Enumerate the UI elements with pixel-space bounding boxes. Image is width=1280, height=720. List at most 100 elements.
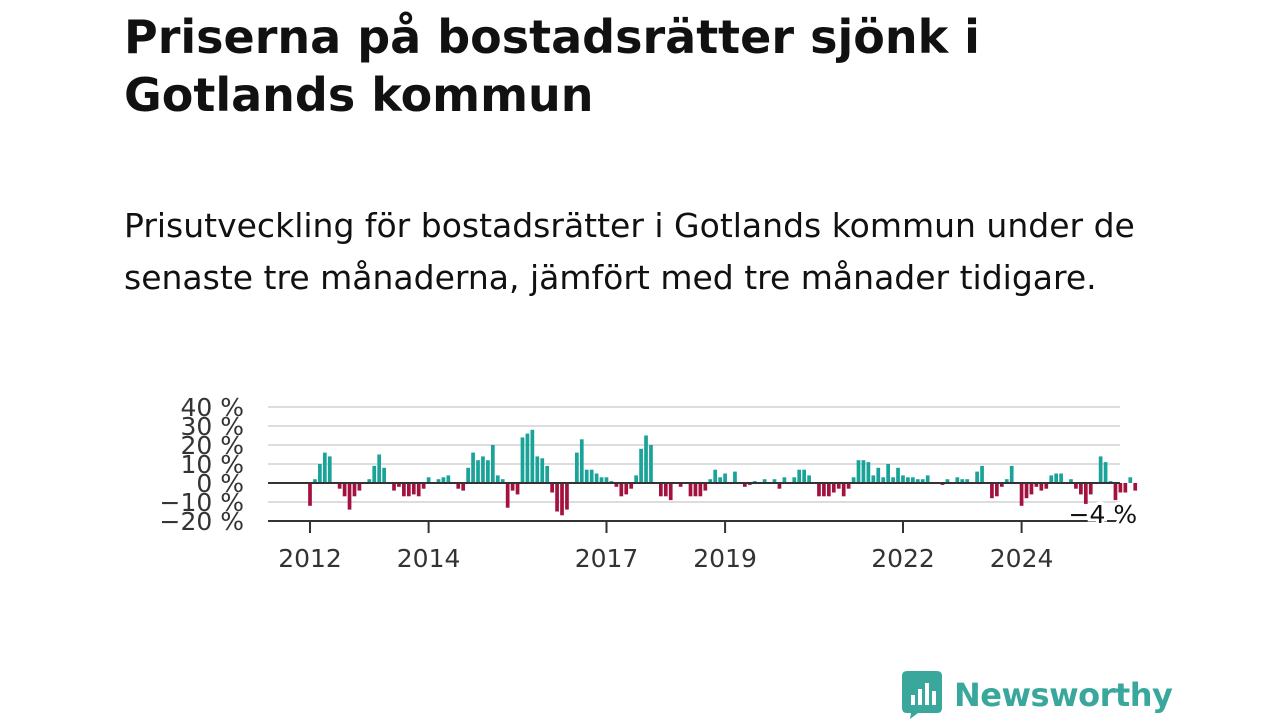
bar <box>411 483 416 495</box>
bar <box>416 483 421 497</box>
bar <box>624 483 629 495</box>
bar <box>308 483 312 506</box>
bar <box>530 429 535 483</box>
y-tick-label: −20 % <box>160 507 244 536</box>
bar <box>658 483 663 497</box>
bar <box>693 483 698 497</box>
bar <box>461 483 466 491</box>
bar <box>836 483 841 489</box>
chart-subtitle: Prisutveckling för bostadsrätter i Gotla… <box>124 206 1135 297</box>
bar <box>560 483 564 516</box>
bar <box>762 479 767 483</box>
bar <box>1044 483 1049 489</box>
bar <box>1019 483 1024 506</box>
bar <box>471 452 475 483</box>
bar <box>777 483 782 489</box>
bar <box>505 483 510 508</box>
brand-logo: Newsworthy <box>902 670 1173 720</box>
bar <box>520 437 525 483</box>
bar <box>920 479 925 483</box>
bar <box>1083 483 1088 504</box>
bar <box>911 477 915 483</box>
bar <box>406 483 411 497</box>
bar <box>446 475 451 483</box>
y-tick-label: −10 % <box>160 488 244 517</box>
bar <box>619 483 624 497</box>
bar <box>402 483 406 497</box>
bar <box>1113 483 1118 501</box>
bar <box>574 452 579 483</box>
bar <box>841 483 846 497</box>
bar <box>500 479 505 483</box>
bar <box>421 483 426 489</box>
bar <box>486 460 490 483</box>
bar <box>318 464 322 483</box>
bar <box>678 483 683 487</box>
y-tick-label: 20 % <box>180 431 244 460</box>
y-tick-label: 40 % <box>180 393 244 422</box>
bar <box>975 471 979 483</box>
bar <box>668 483 673 501</box>
bar <box>392 483 396 491</box>
x-tick-label: 2024 <box>990 544 1054 573</box>
bar <box>896 467 900 483</box>
bar <box>426 477 431 483</box>
bar <box>1088 483 1093 495</box>
bar <box>881 477 886 483</box>
bar <box>466 467 470 483</box>
bar <box>831 483 836 493</box>
bar <box>1029 483 1034 495</box>
y-tick-label: 0 % <box>196 469 244 498</box>
bar <box>441 477 446 483</box>
bar <box>367 479 372 483</box>
bar <box>955 477 960 483</box>
chart-title: Priserna på bostadsrätter sjönk i Gotlan… <box>124 10 980 122</box>
bar <box>599 477 604 483</box>
bar <box>906 477 910 483</box>
bar <box>515 483 520 495</box>
bar <box>382 467 386 483</box>
bar <box>1049 475 1054 483</box>
bar <box>1024 483 1029 499</box>
bar <box>377 454 382 483</box>
bar <box>535 456 540 483</box>
bar <box>1079 483 1083 495</box>
bar <box>827 483 831 497</box>
bar <box>945 479 950 483</box>
bar <box>782 477 787 483</box>
bar <box>772 479 777 483</box>
bar <box>1069 479 1073 483</box>
bar <box>663 483 668 497</box>
x-tick-label: 2017 <box>575 544 639 573</box>
bar <box>703 483 708 491</box>
bar <box>718 477 722 483</box>
bar <box>1034 483 1039 487</box>
bar <box>1059 473 1063 483</box>
y-tick-label: 10 % <box>180 450 244 479</box>
bar <box>313 479 317 483</box>
bar <box>915 479 920 483</box>
bar <box>1128 477 1133 483</box>
bar <box>980 465 984 483</box>
bar <box>495 475 500 483</box>
bar <box>995 483 999 497</box>
bar <box>456 483 461 489</box>
bar <box>901 475 905 483</box>
bar <box>357 483 362 491</box>
bar <box>327 456 332 483</box>
bar <box>639 448 643 483</box>
axes <box>268 482 1120 533</box>
bars <box>308 429 1138 516</box>
labels: 40 %30 %20 %10 %0 %−10 %−20 % 2012 2014 201… <box>160 393 1141 573</box>
bar <box>604 477 609 483</box>
bar <box>891 477 895 483</box>
bar <box>372 465 377 483</box>
bar <box>960 479 965 483</box>
newsworthy-logo-icon <box>902 671 942 719</box>
bar <box>555 483 559 512</box>
bar <box>565 483 569 510</box>
bar <box>584 469 589 483</box>
bar <box>965 479 970 483</box>
x-tick-label: 2014 <box>397 544 461 573</box>
